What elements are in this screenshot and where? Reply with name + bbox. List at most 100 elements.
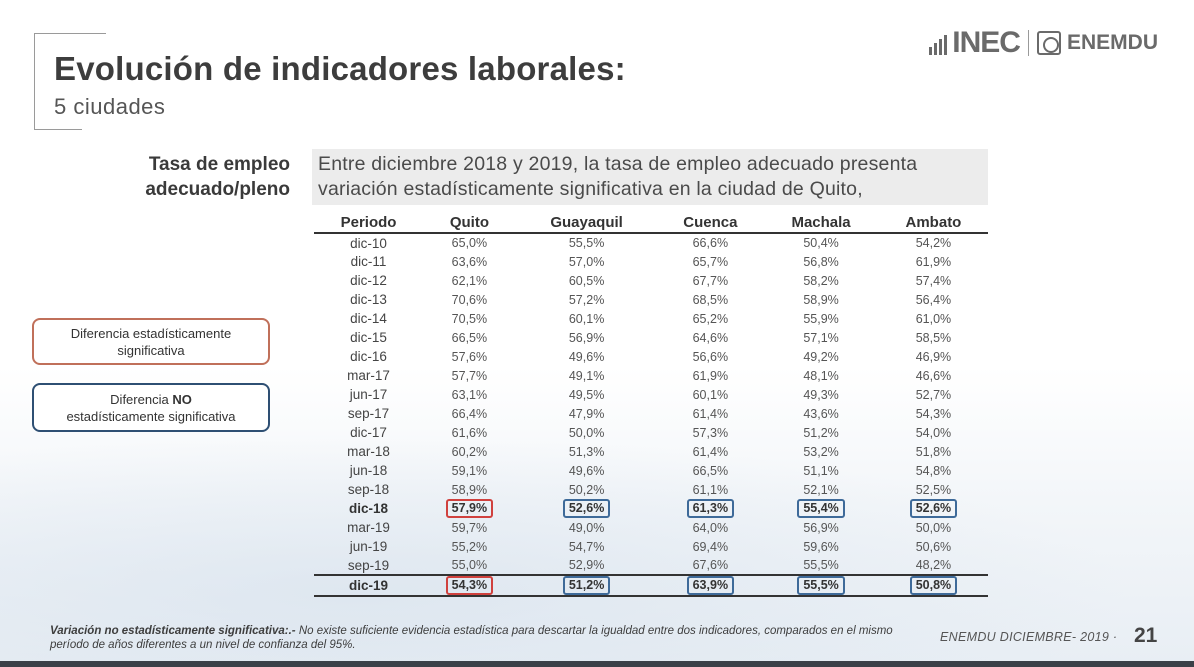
column-header: Cuenca: [657, 213, 764, 234]
period-cell: dic-16: [350, 349, 387, 364]
value-cell: 70,6%: [451, 292, 488, 307]
value-cell: 58,5%: [915, 330, 952, 345]
value-cell: 66,6%: [692, 236, 729, 250]
period-cell: mar-18: [347, 444, 390, 459]
value-cell: 49,0%: [568, 520, 605, 535]
footnote-text: No existe suficiente evidencia estadísti…: [50, 625, 893, 651]
significant-value: 54,3%: [445, 576, 494, 595]
value-cell: 52,7%: [915, 387, 952, 402]
value-cell: 48,2%: [915, 558, 952, 572]
value-cell: 61,6%: [451, 425, 488, 440]
value-cell: 68,5%: [692, 292, 729, 307]
table-row: dic-10 65,0% 55,5% 66,6% 50,4% 54,2%: [314, 233, 988, 252]
value-cell: 48,1%: [803, 368, 839, 383]
value-cell: 54,3%: [423, 574, 516, 597]
value-cell: 49,1%: [568, 368, 605, 383]
legend-significant: Diferencia estadísticamente significativ…: [32, 318, 270, 365]
footnote: Variación no estadísticamente significat…: [50, 624, 930, 652]
period-cell: jun-17: [349, 387, 388, 402]
value-cell: 57,3%: [692, 425, 729, 440]
value-cell: 55,5%: [763, 574, 879, 597]
value-cell: 49,6%: [568, 463, 605, 478]
value-cell: 52,5%: [915, 482, 952, 497]
value-cell: 49,2%: [803, 349, 839, 364]
legend-not-significant-text: Diferencia NO estadísticamente significa…: [66, 391, 235, 425]
value-cell: 57,4%: [915, 273, 952, 288]
value-cell: 67,7%: [692, 273, 729, 288]
value-cell: 51,1%: [803, 463, 839, 478]
column-header: Guayaquil: [515, 213, 658, 234]
not-significant-value: 63,9%: [686, 576, 735, 595]
value-cell: 60,1%: [568, 311, 605, 326]
table-row: mar-18 60,2% 51,3% 61,4% 53,2% 51,8%: [314, 442, 988, 461]
table-row: dic-17 61,6% 50,0% 57,3% 51,2% 54,0%: [314, 423, 988, 442]
not-significant-value: 55,5%: [797, 576, 845, 595]
value-cell: 60,2%: [451, 444, 488, 459]
value-cell: 57,7%: [451, 368, 488, 383]
period-cell: dic-11: [350, 254, 387, 269]
value-cell: 43,6%: [803, 406, 839, 421]
table-row: jun-19 55,2% 54,7% 69,4% 59,6% 50,6%: [314, 537, 988, 556]
employment-rate-table: Periodo Quito Guayaquil Cuenca Machala Ambato…: [314, 213, 988, 597]
value-cell: 60,5%: [568, 273, 605, 288]
bottom-strip: [0, 661, 1194, 667]
logo-divider: [1027, 30, 1029, 56]
value-cell: 54,7%: [568, 539, 605, 554]
table-row: dic-13 70,6% 57,2% 68,5% 58,9% 56,4%: [314, 290, 988, 309]
value-cell: 55,5%: [568, 236, 605, 250]
column-header: Ambato: [878, 213, 988, 234]
value-cell: 64,6%: [692, 330, 729, 345]
value-cell: 65,0%: [451, 236, 488, 250]
value-cell: 55,4%: [763, 499, 879, 518]
value-cell: 57,2%: [568, 292, 605, 307]
value-cell: 52,1%: [803, 482, 839, 497]
table-row: jun-17 63,1% 49,5% 60,1% 49,3% 52,7%: [314, 385, 988, 404]
value-cell: 61,4%: [692, 444, 729, 459]
table-row: dic-11 63,6% 57,0% 65,7% 56,8% 61,9%: [314, 252, 988, 271]
period-cell: dic-15: [350, 330, 387, 345]
value-cell: 46,6%: [915, 368, 952, 383]
table-row: mar-19 59,7% 49,0% 64,0% 56,9% 50,0%: [314, 518, 988, 537]
value-cell: 49,6%: [568, 349, 605, 364]
table-row: dic-18 57,9% 52,6% 61,3% 55,4% 52,6%: [314, 499, 988, 518]
value-cell: 59,7%: [451, 520, 488, 535]
table-header-row: Periodo Quito Guayaquil Cuenca Machala Ambato: [314, 213, 988, 234]
table-row: dic-12 62,1% 60,5% 67,7% 58,2% 57,4%: [314, 271, 988, 290]
value-cell: 61,1%: [692, 482, 729, 497]
table-row: dic-14 70,5% 60,1% 65,2% 55,9% 61,0%: [314, 309, 988, 328]
value-cell: 49,3%: [803, 387, 839, 402]
value-cell: 52,9%: [568, 558, 605, 572]
value-cell: 51,8%: [915, 444, 952, 459]
value-cell: 65,7%: [692, 254, 729, 269]
period-cell: mar-19: [347, 520, 390, 535]
value-cell: 58,9%: [451, 482, 488, 497]
legend-not-significant-prefix: Diferencia: [110, 391, 169, 407]
period-cell: jun-18: [349, 463, 388, 478]
value-cell: 58,9%: [803, 292, 839, 307]
column-header: Machala: [763, 213, 879, 234]
period-cell: jun-19: [349, 539, 388, 554]
indicator-description: Entre diciembre 2018 y 2019, la tasa de …: [312, 149, 988, 205]
period-cell: dic-13: [350, 292, 387, 307]
significant-value: 57,9%: [445, 499, 494, 518]
value-cell: 66,5%: [692, 463, 729, 478]
period-cell: dic-10: [350, 235, 387, 251]
value-cell: 61,0%: [915, 311, 952, 326]
value-cell: 57,1%: [803, 330, 839, 345]
legend-not-significant: Diferencia NO estadísticamente significa…: [32, 383, 270, 432]
period-cell: dic-17: [350, 425, 387, 440]
value-cell: 59,1%: [451, 463, 488, 478]
slide-subtitle: 5 ciudades: [54, 94, 166, 119]
logo-inec-text: INEC: [952, 26, 1021, 59]
table-row: mar-17 57,7% 49,1% 61,9% 48,1% 46,6%: [314, 366, 988, 385]
value-cell: 50,2%: [568, 482, 605, 497]
title-bracket-bottom-decoration: [34, 129, 82, 130]
value-cell: 70,5%: [451, 311, 488, 326]
period-cell: dic-12: [350, 273, 387, 288]
footnote-title: Variación no estadísticamente significat…: [50, 625, 296, 637]
value-cell: 50,4%: [803, 236, 839, 250]
value-cell: 56,4%: [915, 292, 952, 307]
table-row: jun-18 59,1% 49,6% 66,5% 51,1% 54,8%: [314, 461, 988, 480]
value-cell: 59,6%: [803, 539, 839, 554]
table-row: dic-15 66,5% 56,9% 64,6% 57,1% 58,5%: [314, 328, 988, 347]
